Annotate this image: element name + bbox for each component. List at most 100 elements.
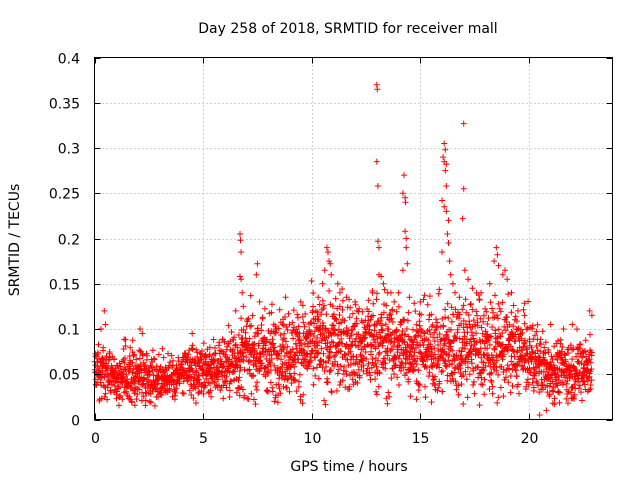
data-point (193, 400, 199, 406)
data-point (264, 336, 270, 343)
data-point (353, 320, 360, 327)
data-point (137, 326, 144, 332)
data-point (386, 393, 393, 400)
data-point (478, 354, 485, 361)
data-point (179, 389, 186, 396)
data-point (151, 402, 158, 409)
data-point (254, 260, 261, 267)
data-point (465, 353, 472, 360)
data-point (239, 289, 246, 296)
data-point (261, 305, 268, 312)
data-point (279, 369, 286, 376)
data-point (469, 285, 476, 292)
data-point (139, 351, 146, 358)
data-point (207, 387, 214, 394)
data-point (445, 357, 452, 364)
data-point (544, 382, 551, 389)
data-point (248, 390, 255, 397)
data-point (346, 386, 353, 393)
data-point (231, 334, 238, 341)
data-point (459, 306, 466, 313)
data-point (537, 341, 544, 348)
data-point (582, 348, 589, 355)
data-point (426, 327, 433, 333)
data-point (328, 349, 334, 356)
data-point (474, 312, 480, 319)
data-point (442, 146, 449, 153)
data-point (495, 300, 502, 307)
data-point (336, 289, 343, 296)
data-point (362, 349, 369, 355)
data-point (238, 336, 245, 343)
data-point (339, 286, 345, 292)
data-point (195, 390, 202, 397)
data-point (292, 377, 299, 384)
data-point (569, 321, 576, 328)
data-point (370, 312, 377, 319)
data-point (581, 381, 588, 388)
data-point (534, 347, 541, 354)
data-point (501, 376, 508, 383)
data-point (491, 258, 498, 265)
data-point (410, 341, 417, 348)
data-point (577, 369, 584, 376)
data-point (295, 323, 302, 330)
data-point (424, 344, 431, 351)
data-point (206, 351, 213, 358)
data-point (359, 308, 366, 315)
data-point (322, 325, 329, 332)
data-point (452, 378, 459, 385)
data-point (545, 349, 552, 356)
data-point (354, 380, 361, 386)
data-point (551, 371, 558, 377)
data-point (368, 313, 375, 320)
data-point (546, 383, 553, 390)
data-point (250, 372, 257, 379)
data-point (576, 382, 583, 389)
data-point (543, 360, 550, 367)
data-point (284, 327, 291, 333)
data-point (314, 309, 321, 316)
data-point (514, 349, 520, 356)
data-point (333, 387, 340, 394)
data-point (463, 376, 470, 383)
data-point (382, 321, 389, 328)
data-point (502, 327, 509, 334)
data-point (466, 371, 473, 378)
data-point (330, 311, 337, 318)
data-point (127, 344, 134, 351)
data-point (356, 372, 363, 379)
data-point (359, 357, 366, 364)
data-point (528, 344, 535, 351)
data-point (286, 388, 293, 395)
data-point (431, 329, 438, 336)
data-point (555, 388, 562, 395)
data-point (510, 302, 517, 309)
data-point (413, 339, 420, 346)
data-point (442, 306, 449, 313)
data-point (560, 326, 567, 332)
data-point (473, 308, 480, 315)
data-point (451, 357, 458, 364)
data-point (404, 317, 411, 324)
data-point (522, 337, 528, 344)
data-point (384, 400, 391, 407)
data-point (478, 324, 485, 331)
data-point (268, 309, 275, 316)
data-point (188, 374, 195, 381)
data-point (301, 323, 308, 330)
data-point (452, 289, 458, 296)
data-point (326, 287, 333, 294)
data-point (230, 346, 237, 353)
data-point (428, 399, 435, 406)
data-point (480, 367, 487, 373)
data-point (444, 300, 451, 307)
data-point (441, 140, 448, 147)
data-point (187, 373, 194, 380)
data-point (98, 373, 105, 380)
data-point (444, 333, 451, 340)
data-point (519, 347, 526, 354)
data-point (237, 364, 244, 371)
data-point (112, 367, 119, 374)
data-point (474, 322, 481, 329)
